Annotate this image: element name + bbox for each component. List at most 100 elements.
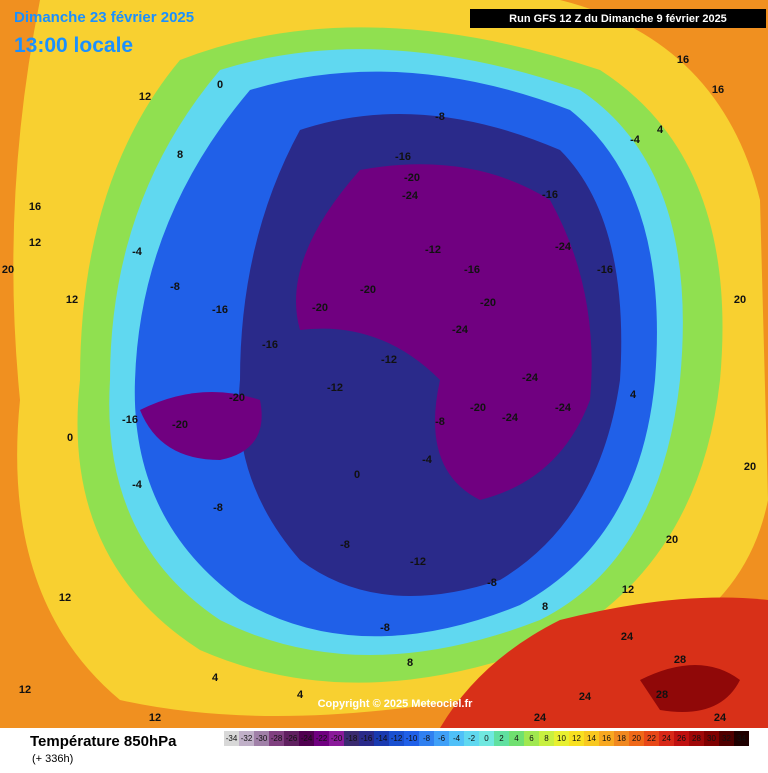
legend-swatch [239, 731, 254, 746]
legend-tick-label: 10 [557, 734, 566, 743]
run-box [470, 9, 766, 28]
legend-swatch [539, 731, 554, 746]
contour-label: 24 [714, 712, 727, 724]
contour-label: 12 [149, 712, 161, 724]
legend-subtitle: (+ 336h) [32, 753, 73, 765]
legend-tick-label: 24 [662, 734, 671, 743]
contour-label: -16 [464, 264, 480, 276]
legend-swatch [284, 731, 299, 746]
date-label: Dimanche 23 février 2025 [14, 9, 194, 26]
legend-tick-label: 4 [514, 734, 519, 743]
contour-label: -8 [170, 281, 180, 293]
legend-swatch [719, 731, 734, 746]
legend-tick-label: 22 [647, 734, 656, 743]
contour-label: 0 [67, 432, 73, 444]
legend-swatch [704, 731, 719, 746]
contour-label: 8 [407, 657, 413, 669]
contour-label: 24 [534, 712, 547, 724]
legend-swatch [359, 731, 374, 746]
contour-label: -8 [340, 539, 350, 551]
contour-label: -8 [213, 502, 223, 514]
contour-label: -24 [555, 241, 572, 253]
contour-label: -24 [502, 412, 519, 424]
legend-tick-label: -18 [346, 734, 358, 743]
legend-swatch [644, 731, 659, 746]
legend-tick-label: -6 [438, 734, 446, 743]
legend-swatch [419, 731, 434, 746]
contour-label: 12 [622, 584, 634, 596]
legend-swatch [569, 731, 584, 746]
legend-swatch [374, 731, 389, 746]
legend-tick-label: 32 [722, 734, 731, 743]
zone-extreme [140, 392, 262, 460]
legend-tick-label: -14 [376, 734, 388, 743]
legend-tick-label: -30 [256, 734, 268, 743]
legend-tick-label: 18 [617, 734, 626, 743]
legend-swatch [329, 731, 344, 746]
legend-tick-label: 20 [632, 734, 641, 743]
legend-swatch [224, 731, 239, 746]
legend-swatch [584, 731, 599, 746]
legend-swatch [389, 731, 404, 746]
legend-title: Température 850hPa [30, 733, 177, 750]
contour-label: -20 [470, 402, 486, 414]
legend-swatch [689, 731, 704, 746]
contour-label: -24 [402, 190, 419, 202]
legend-swatch [659, 731, 674, 746]
contour-label: -16 [542, 189, 558, 201]
contour-label: -12 [381, 354, 397, 366]
contour-label: 20 [666, 534, 678, 546]
time-label: 13:00 locale [14, 34, 133, 57]
contour-label: -4 [422, 454, 433, 466]
contour-label: 4 [630, 389, 637, 401]
legend-swatch [509, 731, 524, 746]
legend-tick-label: -26 [286, 734, 298, 743]
contour-label: 24 [579, 691, 592, 703]
contour-label: -24 [452, 324, 469, 336]
contour-label: -8 [435, 416, 445, 428]
legend-swatch [629, 731, 644, 746]
legend-swatch [464, 731, 479, 746]
legend-swatch [269, 731, 284, 746]
run-label: Run GFS 12 Z du Dimanche 9 février 2025 [509, 13, 727, 25]
contour-label: -20 [229, 392, 245, 404]
legend-tick-label: 34 [737, 734, 746, 743]
contour-label: -24 [522, 372, 539, 384]
contour-label: -16 [262, 339, 278, 351]
contour-label: 16 [29, 201, 41, 213]
contour-label: -20 [360, 284, 376, 296]
contour-label: -20 [480, 297, 496, 309]
legend-tick-label: 28 [692, 734, 701, 743]
contour-label: 8 [177, 149, 183, 161]
contour-label: -20 [172, 419, 188, 431]
legend-swatch [494, 731, 509, 746]
legend-swatch [479, 731, 494, 746]
contour-label: -12 [410, 556, 426, 568]
contour-label: -16 [212, 304, 228, 316]
contour-label: -8 [380, 622, 390, 634]
contour-label: 12 [19, 684, 31, 696]
legend-tick-label: 26 [677, 734, 686, 743]
legend-tick-label: 8 [544, 734, 549, 743]
legend-swatch [314, 731, 329, 746]
legend-tick-label: 12 [572, 734, 581, 743]
contour-label: 4 [297, 689, 304, 701]
contour-label: -16 [122, 414, 138, 426]
contour-label: 4 [212, 672, 219, 684]
legend-swatch [554, 731, 569, 746]
contour-label: 0 [354, 469, 360, 481]
contour-label: -20 [312, 302, 328, 314]
legend-tick-label: -12 [391, 734, 403, 743]
legend-swatch [254, 731, 269, 746]
legend-tick-label: -10 [406, 734, 418, 743]
contour-label: 4 [657, 124, 664, 136]
contour-label: 8 [542, 601, 548, 613]
contour-label: -8 [487, 577, 497, 589]
contour-label: 24 [621, 631, 634, 643]
contour-label: -4 [132, 479, 143, 491]
legend-tick-label: -16 [361, 734, 373, 743]
contour-label: -16 [395, 151, 411, 163]
contour-label: 20 [744, 461, 756, 473]
contour-label: -8 [435, 111, 445, 123]
legend-swatch [434, 731, 449, 746]
